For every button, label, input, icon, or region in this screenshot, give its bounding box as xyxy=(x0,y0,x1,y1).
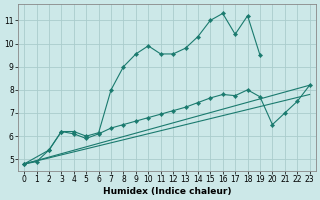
X-axis label: Humidex (Indice chaleur): Humidex (Indice chaleur) xyxy=(103,187,231,196)
